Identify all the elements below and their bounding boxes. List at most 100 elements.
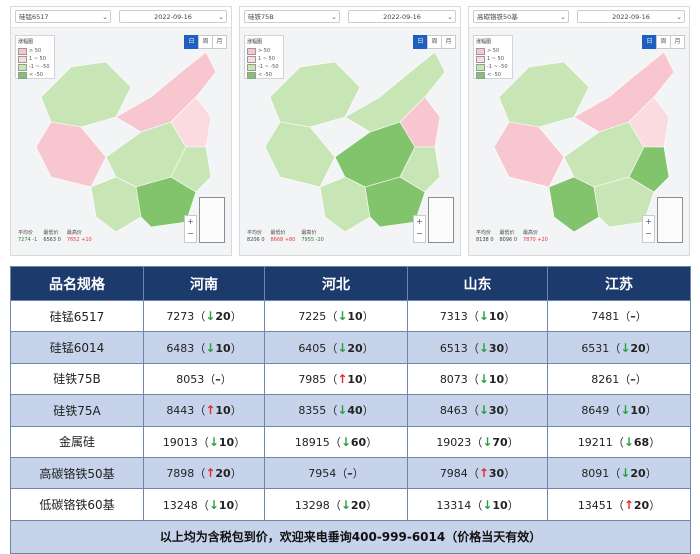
low-price: 最低价 8096 0 xyxy=(497,229,521,253)
price-change: 10 xyxy=(218,435,235,449)
period-tabs: 日 周 月 xyxy=(642,35,685,49)
date-select[interactable]: 2022-09-16 ⌄ xyxy=(577,10,685,23)
arrow-up-icon: ↑ xyxy=(205,403,216,418)
price-cell: 7984（↑30） xyxy=(407,456,548,490)
price-value: 8091 xyxy=(581,467,610,481)
low-value: 8096 0 xyxy=(499,237,518,243)
map-toolbar: 高碳铬铁50基 ⌄ 2022-09-16 ⌄ xyxy=(469,7,689,28)
high-label: 最高价 xyxy=(301,230,317,236)
high-label: 最高价 xyxy=(523,230,539,236)
tab-week[interactable]: 周 xyxy=(198,35,213,49)
tab-week[interactable]: 周 xyxy=(427,35,442,49)
price-change: 20 xyxy=(630,341,646,355)
date-select[interactable]: 2022-09-16 ⌄ xyxy=(348,10,456,23)
product-select[interactable]: 硅锰6517 ⌄ xyxy=(15,10,111,23)
price-summary: 平均价 8206 0 最低价 8668 +80 最高价 7955 -20 xyxy=(244,229,327,253)
price-value: 8355 xyxy=(298,404,327,418)
zoom-control[interactable]: + − xyxy=(413,215,426,243)
china-map[interactable] xyxy=(240,27,461,256)
legend-label: -1 ~ -50 xyxy=(258,64,279,70)
legend-item: -1 ~ -50 xyxy=(247,63,281,71)
arrow-down-icon: ↓ xyxy=(478,340,489,355)
product-name: 硅锰6014 xyxy=(10,331,144,364)
price-summary: 平均价 7274 -1 最低价 6563 0 最高价 7652 +10 xyxy=(15,229,95,253)
legend-item: > 50 xyxy=(247,47,281,55)
chevron-down-icon: ⌄ xyxy=(560,13,566,21)
header-hebei: 河北 xyxy=(264,266,408,301)
header-henan: 河南 xyxy=(143,266,265,301)
high-price: 最高价 7955 -20 xyxy=(298,229,326,253)
price-cell: 19211（↓68） xyxy=(547,425,691,458)
price-cell: 8649（↓10） xyxy=(547,394,691,427)
price-change: 20 xyxy=(630,467,646,481)
price-cell: 6513（↓30） xyxy=(407,331,548,364)
low-price: 最低价 8668 +80 xyxy=(268,229,299,253)
tab-week[interactable]: 周 xyxy=(656,35,671,49)
price-value: 8649 xyxy=(581,404,610,418)
tab-month[interactable]: 月 xyxy=(670,35,685,49)
date-value: 2022-09-16 xyxy=(612,13,650,21)
chevron-down-icon: ⌄ xyxy=(447,13,453,21)
tab-month[interactable]: 月 xyxy=(212,35,227,49)
china-map[interactable] xyxy=(11,27,232,256)
arrow-down-icon: ↓ xyxy=(208,434,219,449)
date-value: 2022-09-16 xyxy=(154,13,192,21)
tab-day[interactable]: 日 xyxy=(184,35,199,49)
price-value: 13298 xyxy=(294,498,330,512)
table-row: 金属硅 19013（↓10） 18915（↓60） 19023（↓70） 19211（↓… xyxy=(10,425,691,458)
map-panels: 硅锰6517 ⌄ 2022-09-16 ⌄ 涨幅图 > 50 1 ~ 50 -1 ~… xyxy=(10,6,690,256)
price-change: – xyxy=(215,372,221,386)
price-cell: 13451（↑20） xyxy=(547,488,691,521)
price-change: 10 xyxy=(488,372,505,386)
price-change: 10 xyxy=(215,404,231,418)
price-value: 7313 xyxy=(439,310,468,324)
price-change: 40 xyxy=(347,404,363,418)
price-value: 18915 xyxy=(294,435,330,449)
map-toolbar: 硅铁75B ⌄ 2022-09-16 ⌄ xyxy=(240,7,460,28)
product-select-value: 硅锰6517 xyxy=(19,13,49,21)
product-select-value: 硅铁75B xyxy=(248,13,274,21)
price-cell: 8053（–） xyxy=(143,362,265,396)
high-value: 7652 +10 xyxy=(66,237,92,243)
product-name: 高碳铬铁50基 xyxy=(10,456,144,490)
legend-title: 涨幅图 xyxy=(247,39,263,45)
low-label: 最低价 xyxy=(499,230,515,236)
legend-item: 1 ~ 50 xyxy=(18,55,52,63)
price-value: 8261 xyxy=(591,372,620,386)
legend-swatch xyxy=(247,47,256,55)
product-select[interactable]: 高碳铬铁50基 ⌄ xyxy=(473,10,569,23)
price-cell: 13298（↓20） xyxy=(264,488,408,521)
table-row: 高碳铬铁50基 7898（↑20） 7954（–） 7984（↑30） 8091（↓20… xyxy=(10,456,691,490)
price-change: 30 xyxy=(488,341,505,355)
header-shandong: 山东 xyxy=(407,266,548,301)
tab-month[interactable]: 月 xyxy=(441,35,456,49)
zoom-control[interactable]: + − xyxy=(184,215,197,243)
price-change: 30 xyxy=(488,467,505,481)
chevron-down-icon: ⌄ xyxy=(331,13,337,21)
arrow-down-icon: ↓ xyxy=(340,497,351,512)
chevron-down-icon: ⌄ xyxy=(102,13,108,21)
legend-item: < -50 xyxy=(476,71,510,79)
product-name: 硅锰6517 xyxy=(10,299,144,333)
arrow-down-icon: ↓ xyxy=(337,340,348,355)
date-select[interactable]: 2022-09-16 ⌄ xyxy=(119,10,227,23)
product-name: 低碳铬铁60基 xyxy=(10,488,144,521)
price-change: 20 xyxy=(350,498,367,512)
price-value: 8443 xyxy=(166,404,195,418)
table-row: 硅铁75B 8053（–） 7985（↑10） 8073（↓10） 8261（–） xyxy=(10,362,691,396)
price-value: 6531 xyxy=(581,341,610,355)
legend-item: 1 ~ 50 xyxy=(247,55,281,63)
legend-swatch xyxy=(18,55,27,63)
tab-day[interactable]: 日 xyxy=(413,35,428,49)
legend-label: 1 ~ 50 xyxy=(487,56,504,62)
legend-label: < -50 xyxy=(258,72,272,78)
zoom-control[interactable]: + − xyxy=(642,215,655,243)
product-select[interactable]: 硅铁75B ⌄ xyxy=(244,10,340,23)
arrow-up-icon: ↑ xyxy=(337,371,348,386)
arrow-down-icon: ↓ xyxy=(482,497,493,512)
tab-day[interactable]: 日 xyxy=(642,35,657,49)
price-cell: 18915（↓60） xyxy=(264,425,408,458)
price-cell: 8261（–） xyxy=(547,362,691,396)
china-map[interactable] xyxy=(469,27,690,256)
high-label: 最高价 xyxy=(66,230,82,236)
